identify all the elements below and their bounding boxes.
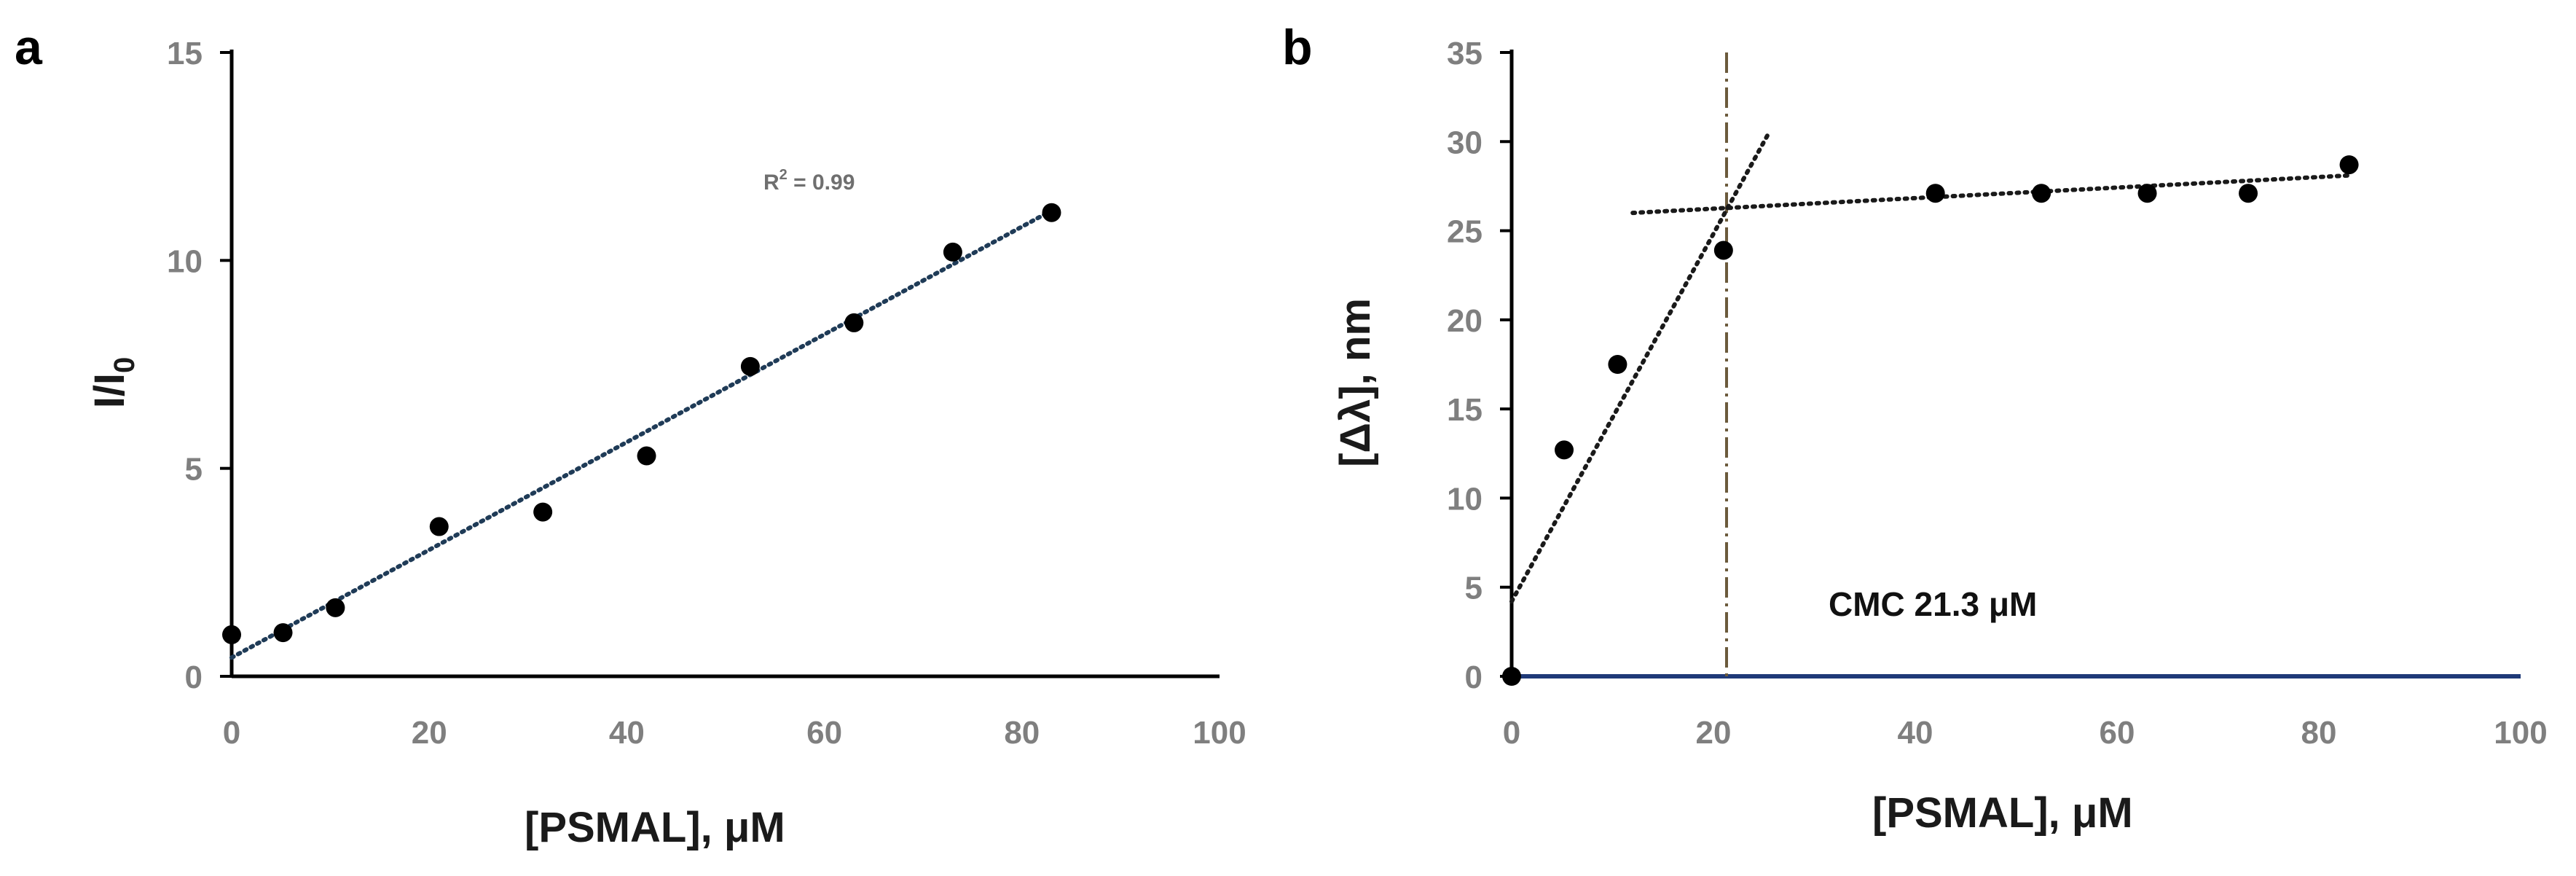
panel-a-y-tick-label: 5	[185, 452, 203, 488]
panel-a-x-tick-label: 40	[609, 715, 645, 751]
panel-b-x-tick-label: 100	[2494, 715, 2547, 751]
panel-a-data-point	[740, 356, 760, 376]
panel-b-x-tick-label: 20	[1696, 715, 1732, 751]
panel-a-r2-annotation: R2 = 0.99	[763, 167, 855, 195]
panel-b-y-tick-label: 35	[1447, 36, 1483, 71]
panel-a-y-tick-label: 15	[167, 36, 203, 71]
panel-b-data-point	[1608, 355, 1627, 374]
panel-a: a 0 5 10 15 0 20 40 60 80 100 R2 = 0.99 [PSMAL], …	[15, 20, 1246, 851]
panel-b-y-tick-label: 10	[1447, 481, 1483, 517]
panel-b-data-point	[1713, 240, 1733, 260]
panel-a-y-tick-label: 0	[185, 660, 203, 695]
panel-b-data-point	[2137, 184, 2157, 203]
panel-b-letter: b	[1282, 20, 1313, 75]
panel-b-data-point	[1925, 184, 1945, 203]
panel-a-x-tick-label: 60	[806, 715, 842, 751]
panel-b-data-point	[2239, 184, 2258, 203]
panel-b: b 0 5 10 15 20 25 30 35 0 20 40 60 80 100 CMC 21.3 μM…	[1282, 20, 2548, 837]
panel-b-steep-trendline	[1509, 130, 1772, 604]
panel-a-x-tick-label: 100	[1193, 715, 1246, 751]
panel-a-data-point	[326, 598, 345, 617]
panel-b-y-tick-label: 30	[1447, 125, 1483, 160]
panel-b-data-point	[2339, 155, 2359, 175]
panel-b-y-tick-label: 5	[1465, 571, 1483, 606]
panel-a-letter: a	[15, 20, 43, 75]
panel-b-x-axis-title: [PSMAL], μM	[1872, 789, 2133, 837]
panel-b-data-point	[1502, 667, 1521, 686]
panel-b-data-point	[2032, 184, 2051, 203]
panel-b-y-tick-label: 15	[1447, 392, 1483, 428]
panel-b-y-tick-label: 0	[1465, 660, 1483, 695]
panel-a-x-tick-label: 20	[412, 715, 447, 751]
panel-b-y-tick-label: 25	[1447, 214, 1483, 250]
panel-b-cmc-annotation: CMC 21.3 μM	[1829, 585, 2037, 623]
panel-a-data-point	[533, 502, 553, 522]
panel-a-data-point	[1042, 203, 1061, 222]
panel-a-x-axis-title: [PSMAL], μM	[525, 804, 785, 851]
panel-a-data-point	[429, 517, 449, 536]
panel-b-y-axis-title: [Δλ], nm	[1332, 298, 1379, 467]
panel-b-x-tick-label: 40	[1898, 715, 1933, 751]
panel-a-data-point	[943, 242, 962, 262]
panel-a-data-point	[637, 446, 656, 466]
panel-a-x-tick-label: 80	[1004, 715, 1040, 751]
panel-a-x-tick-label: 0	[223, 715, 240, 751]
panel-b-data-point	[1555, 440, 1574, 460]
panel-a-y-tick-label: 10	[167, 243, 203, 279]
panel-a-data-point	[273, 623, 293, 643]
panel-a-y-axis-title: I/I0	[86, 357, 141, 409]
panel-b-x-tick-label: 60	[2100, 715, 2135, 751]
panel-b-plateau-trendline	[1630, 173, 2352, 216]
panel-b-x-tick-label: 0	[1503, 715, 1520, 751]
panel-a-trendline	[229, 208, 1054, 660]
panel-b-x-tick-label: 80	[2301, 715, 2337, 751]
panel-a-data-point	[222, 625, 241, 644]
panel-b-y-tick-label: 20	[1447, 303, 1483, 339]
panel-a-data-point	[844, 313, 864, 332]
